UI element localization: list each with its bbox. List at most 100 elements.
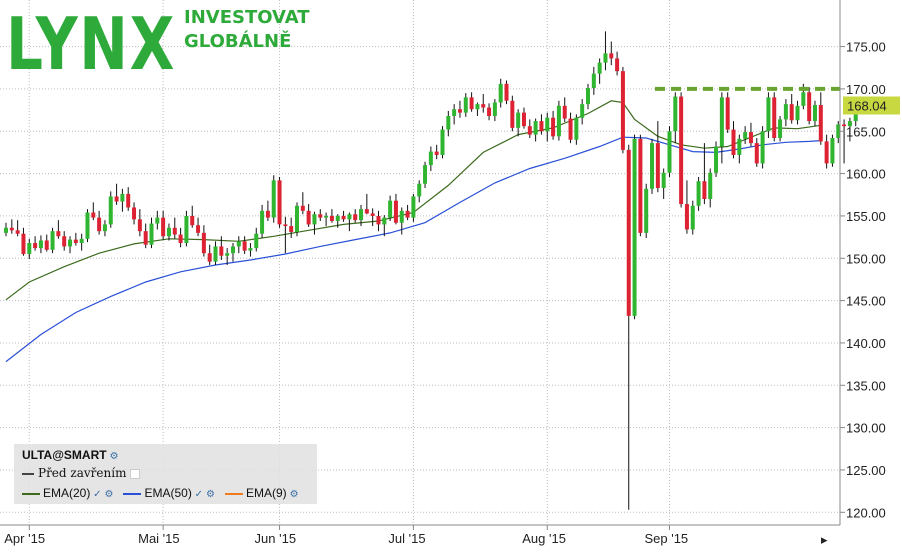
legend-panel: ULTA@SMART ⚙ Před zavřením EMA(20) ✓ ⚙ EMA(… [14, 444, 317, 504]
candle-body [661, 172, 666, 188]
candle-body [609, 53, 614, 59]
candle-body [388, 200, 393, 218]
candle-body [15, 230, 20, 234]
candle-body [597, 62, 602, 74]
symbol-settings-icon[interactable]: ⚙ [109, 451, 119, 462]
candle-body [783, 104, 788, 120]
candle-body [766, 97, 771, 132]
candle-body [91, 212, 96, 218]
ema-legend-item[interactable]: EMA(50) ✓ ⚙ [123, 486, 215, 500]
candle-body [405, 210, 410, 218]
candle-body [801, 92, 806, 106]
ema-legend-item[interactable]: EMA(20) ✓ ⚙ [22, 486, 113, 500]
axes: 120.00 125.00 130.00 135.00 140.00 145.00 150.… [0, 0, 900, 547]
candle-body [108, 196, 113, 225]
candle-body [196, 225, 201, 233]
candle-body [271, 180, 276, 218]
candle-body [254, 233, 259, 249]
y-tick-label: 160.00 [846, 167, 886, 182]
candle-body [225, 253, 230, 256]
candle-body [714, 146, 719, 173]
candle-body [562, 105, 567, 119]
candle-body [353, 214, 358, 221]
candle-body [248, 248, 253, 251]
candle-body [393, 200, 398, 223]
candle-body [516, 112, 521, 128]
candle-body [178, 234, 183, 244]
candle-body [702, 181, 707, 199]
candle-body [586, 88, 590, 105]
candle-body [9, 227, 14, 231]
ema-visible-checkmark-icon[interactable]: ✓ [90, 489, 102, 500]
candle-body [673, 96, 678, 132]
ema-visible-checkmark-icon[interactable]: ✓ [191, 489, 203, 500]
scroll-right-icon[interactable]: ▸ [821, 532, 828, 547]
candle-body [399, 210, 404, 223]
ema-settings-icon[interactable]: ⚙ [206, 489, 215, 500]
prev-close-checkbox[interactable] [130, 468, 141, 479]
ema-color-swatch [224, 492, 243, 495]
candle-body [527, 126, 532, 135]
candle-body [760, 131, 765, 164]
candle-body [143, 231, 148, 245]
candle-body [475, 104, 480, 110]
candle-body [748, 132, 753, 144]
y-tick-label: 170.00 [846, 82, 886, 97]
candle-body [818, 105, 823, 142]
candle-body [521, 112, 526, 127]
candle-body [533, 121, 538, 135]
candle-body [207, 253, 212, 262]
candle-body [382, 217, 387, 225]
candle-body [754, 143, 759, 164]
candle-body [120, 193, 125, 202]
candle-body [434, 151, 439, 155]
candle-body [498, 83, 503, 103]
candle-body [126, 193, 131, 208]
x-tick-label: Apr '15 [4, 531, 45, 546]
candle-body [50, 231, 55, 250]
ema-legend-item[interactable]: EMA(9) ⚙ [224, 486, 299, 500]
y-tick-label: 135.00 [846, 378, 886, 393]
candle-body [277, 180, 282, 225]
ema-label: EMA(9) [245, 486, 287, 500]
candle-body [463, 97, 468, 113]
candle-body [62, 236, 67, 247]
candle-body [778, 119, 783, 139]
candle-body [620, 71, 625, 150]
ema-label: EMA(20) [43, 486, 91, 500]
candle-body [149, 223, 154, 245]
candle-body [79, 238, 84, 244]
candle-body [300, 205, 305, 211]
candle-body [632, 138, 637, 316]
candle-body [737, 138, 742, 155]
candle-body [591, 73, 596, 89]
candle-body [166, 227, 171, 237]
candle-body [725, 97, 730, 130]
candle-body [539, 121, 544, 132]
candle-body [68, 239, 73, 247]
candle-body [510, 100, 515, 128]
x-tick-label: Mai '15 [138, 531, 180, 546]
y-tick-label: 155.00 [846, 209, 886, 224]
candle-body [306, 210, 311, 225]
x-tick-label: Aug '15 [522, 531, 566, 546]
candle-body [655, 143, 660, 188]
candle-body [359, 209, 364, 221]
candle-body [440, 129, 445, 155]
candle-body [847, 121, 852, 127]
ema-settings-icon[interactable]: ⚙ [104, 489, 114, 500]
price-series [4, 31, 858, 510]
candle-body [650, 143, 655, 189]
candle-body [97, 217, 102, 232]
candle-body [638, 138, 643, 233]
last-price-tag [843, 96, 900, 115]
ema-color-swatch [22, 492, 40, 495]
candle-body [4, 227, 8, 233]
candle-body [318, 214, 323, 218]
candle-body [283, 224, 288, 227]
candle-body [626, 149, 631, 316]
ema-legend-row: EMA(20) ✓ ⚙ EMA(50) ✓ ⚙ EMA(9) ⚙ [22, 486, 309, 500]
prev-close-legend-dash [22, 472, 34, 475]
ema-settings-icon[interactable]: ⚙ [289, 489, 299, 500]
